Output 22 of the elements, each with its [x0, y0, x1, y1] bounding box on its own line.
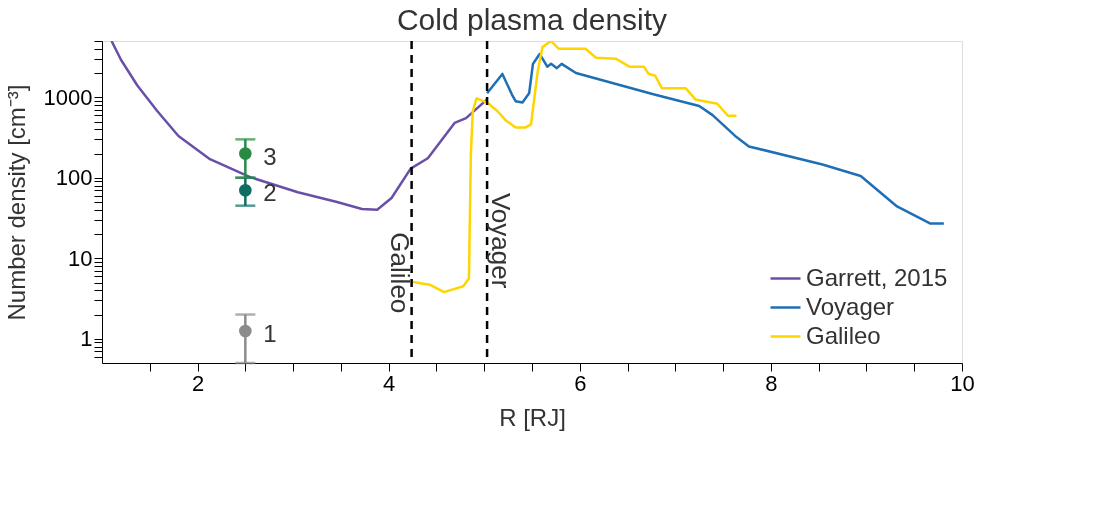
- x-axis-title: R [RJ]: [499, 403, 566, 431]
- series-label: 3: [263, 142, 277, 170]
- ref-line-label: Voyager: [486, 192, 517, 289]
- legend-label: Voyager: [806, 292, 895, 320]
- ref-line-label: Galileo: [384, 232, 415, 314]
- legend-label: Galileo: [806, 321, 881, 349]
- y-tick-label: 1000: [43, 84, 93, 110]
- series-label: 2: [263, 179, 277, 207]
- line-series: [410, 41, 738, 294]
- x-tick-label: 10: [950, 370, 975, 396]
- y-axis-title: Number density [cm⁻³]: [2, 84, 30, 321]
- x-tick-label: 2: [191, 370, 205, 396]
- y-tick-label: 1: [80, 326, 93, 352]
- y-tick-label: 10: [68, 245, 93, 271]
- legend-label: Garrett, 2015: [806, 263, 948, 291]
- y-tick-label: 100: [55, 165, 93, 191]
- line-series: [110, 41, 489, 212]
- series-label: 1: [263, 319, 277, 347]
- x-tick-label: 4: [383, 370, 396, 396]
- x-tick-label: 8: [765, 370, 778, 396]
- chart-title: Cold plasma density: [396, 2, 668, 36]
- x-tick-label: 6: [574, 370, 587, 396]
